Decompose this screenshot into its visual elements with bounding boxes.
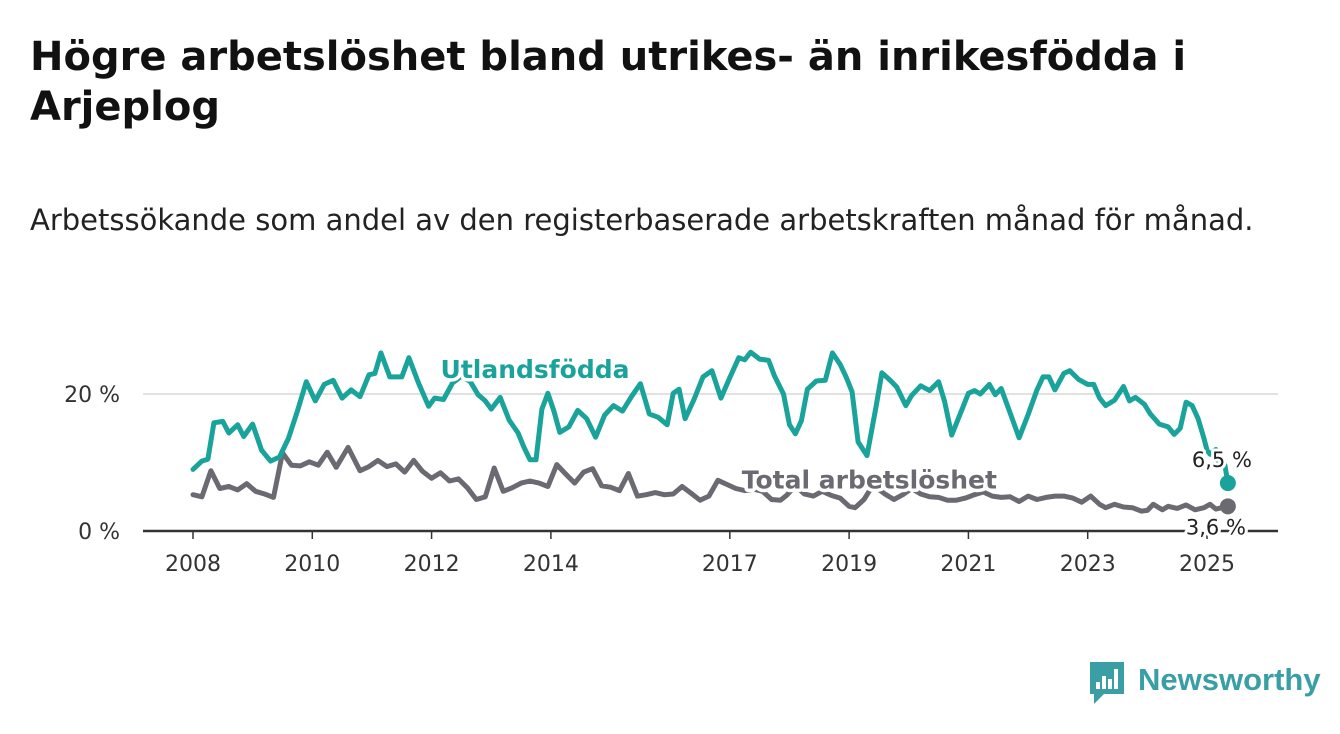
series-line-total: [190, 444, 1231, 514]
x-axis: 2008 2010 2012 2014 2017 2019 2021 2023 2025: [165, 531, 1235, 577]
gridlines: [143, 393, 1278, 533]
x-tick-label: 2025: [1179, 552, 1235, 577]
series-line-utlandsfodda: [190, 349, 1231, 486]
y-tick-label: 20 %: [64, 383, 120, 408]
x-tick-label: 2021: [940, 552, 996, 577]
chart-subtitle: Arbetssökande som andel av den registerb…: [30, 203, 1254, 237]
series-label-utlandsfodda: Utlandsfödda: [441, 355, 630, 384]
x-tick-label: 2019: [821, 552, 877, 577]
x-tick-label: 2023: [1060, 552, 1116, 577]
series-label-total: Total arbetslöshet: [742, 466, 997, 495]
end-point-total: [1219, 498, 1236, 515]
newsworthy-logo: Newsworthy: [1088, 660, 1321, 706]
x-tick-label: 2014: [523, 552, 579, 577]
chart-title: Högre arbetslöshet bland utrikes- än inr…: [30, 34, 1187, 130]
y-axis: 0 % 20 %: [64, 383, 120, 545]
series-labels: 6,5 % 3,6 % Utlandsfödda Total arbetslöshet: [437, 352, 1255, 543]
x-tick-label: 2012: [404, 552, 460, 577]
newsworthy-logo-icon: [1090, 662, 1124, 704]
brand-name: Newsworthy: [1138, 662, 1321, 697]
end-label-utlandsfodda: 6,5 %: [1192, 448, 1252, 472]
y-tick-label: 0 %: [78, 520, 120, 545]
end-point-utlandsfodda: [1219, 475, 1236, 492]
x-tick-label: 2010: [284, 552, 340, 577]
end-label-total: 3,6 %: [1186, 515, 1246, 539]
x-tick-label: 2008: [165, 552, 221, 577]
x-tick-label: 2017: [702, 552, 758, 577]
series-lines: [190, 349, 1236, 515]
